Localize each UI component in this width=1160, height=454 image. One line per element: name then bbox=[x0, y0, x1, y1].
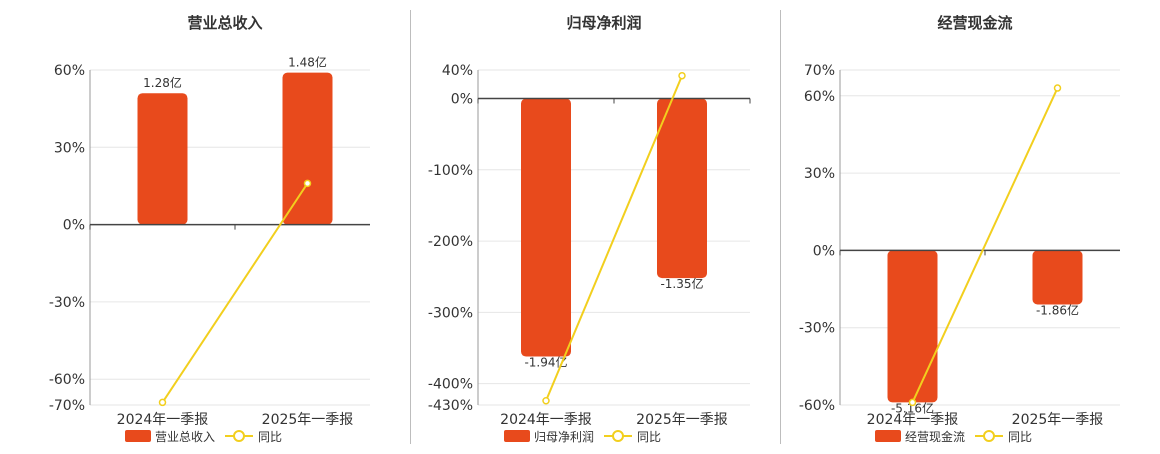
x-tick-label: 2025年一季报 bbox=[1012, 412, 1104, 428]
yoy-line bbox=[911, 87, 1059, 403]
legend-swatch-bar bbox=[875, 430, 901, 442]
chart-svg: 营业总收入 60% 30% 0% -30% -60% -70% 1.28亿 1.48亿 2024年… bbox=[49, 14, 381, 444]
legend-label: 经营现金流 bbox=[905, 429, 965, 444]
y-tick-label: -60% bbox=[49, 372, 85, 388]
x-tick-label: 2024年一季报 bbox=[867, 412, 959, 428]
y-tick-label: 60% bbox=[54, 63, 85, 79]
bar-value-label: -1.94亿 bbox=[524, 355, 567, 370]
y-tick-label: -60% bbox=[799, 398, 835, 414]
yoy-point bbox=[1053, 84, 1062, 92]
y-tick-label: 30% bbox=[54, 140, 85, 156]
chart-title: 营业总收入 bbox=[187, 14, 262, 32]
bar-value-label: -1.86亿 bbox=[1036, 303, 1079, 318]
yoy-point bbox=[158, 398, 167, 407]
chart-panel-cash-flow: 经营现金流 70% 60% 30% 0% -30% -60% -5.16亿 -1.86亿 2024… bbox=[750, 0, 1131, 450]
y-tick-label: -400% bbox=[428, 377, 473, 393]
legend-label: 营业总收入 bbox=[155, 430, 215, 444]
y-tick-label: 0% bbox=[451, 92, 473, 108]
x-tick-label: 2024年一季报 bbox=[117, 412, 209, 428]
x-tick-label: 2025年一季报 bbox=[262, 412, 354, 428]
legend-label: 同比 bbox=[637, 430, 661, 444]
yoy-point bbox=[542, 396, 550, 405]
chart-panel-revenue: 营业总收入 60% 30% 0% -30% -60% -70% 1.28亿 1.48亿 2024年… bbox=[0, 0, 381, 450]
y-tick-label: 30% bbox=[804, 166, 835, 182]
chart-title: 经营现金流 bbox=[937, 14, 1012, 32]
y-tick-label: -30% bbox=[799, 321, 835, 337]
bar-value-label: 1.48亿 bbox=[288, 55, 327, 70]
panel-divider bbox=[780, 10, 781, 444]
y-tick-label: -70% bbox=[49, 398, 85, 414]
y-tick-label: -200% bbox=[428, 234, 473, 250]
y-tick-label: 0% bbox=[813, 243, 835, 259]
y-tick-label: -430% bbox=[428, 398, 473, 414]
legend-swatch-point bbox=[233, 430, 245, 442]
legend-label: 同比 bbox=[258, 430, 282, 444]
legend-swatch-bar bbox=[125, 430, 151, 442]
bar bbox=[657, 98, 707, 279]
yoy-point bbox=[678, 71, 686, 80]
yoy-point bbox=[908, 398, 917, 407]
yoy-line bbox=[545, 75, 683, 402]
bar bbox=[887, 250, 938, 403]
y-tick-label: 60% bbox=[804, 89, 835, 105]
legend-label: 归母净利润 bbox=[534, 430, 594, 444]
legend-swatch-point bbox=[983, 430, 995, 442]
chart-svg: 经营现金流 70% 60% 30% 0% -30% -60% -5.16亿 -1.86亿 2024… bbox=[799, 14, 1131, 444]
legend-label: 同比 bbox=[1008, 430, 1032, 444]
y-tick-label: 70% bbox=[804, 63, 835, 79]
bar-value-label: -5.16亿 bbox=[891, 400, 934, 415]
chart-title: 归母净利润 bbox=[566, 14, 641, 32]
y-tick-label: -100% bbox=[428, 163, 473, 179]
panel-divider bbox=[410, 10, 411, 444]
bar-value-label: -1.35亿 bbox=[660, 276, 703, 291]
legend-swatch-point bbox=[612, 430, 624, 442]
chart-panel-net-profit: 归母净利润 40% 0% -100% -200% -300% -400% -430% -1.94… bbox=[385, 0, 755, 450]
bar bbox=[1032, 250, 1083, 305]
y-tick-label: 40% bbox=[442, 63, 473, 79]
y-tick-label: -30% bbox=[49, 295, 85, 311]
yoy-line bbox=[161, 182, 309, 403]
legend-swatch-bar bbox=[504, 430, 530, 442]
y-tick-label: -300% bbox=[428, 305, 473, 321]
bar bbox=[137, 93, 188, 225]
chart-svg: 归母净利润 40% 0% -100% -200% -300% -400% -430% -1.94… bbox=[428, 14, 751, 444]
x-tick-label: 2024年一季报 bbox=[500, 412, 592, 428]
x-tick-label: 2025年一季报 bbox=[636, 412, 728, 428]
bar bbox=[282, 72, 333, 225]
y-tick-label: 0% bbox=[63, 218, 85, 234]
yoy-point bbox=[303, 179, 312, 188]
bar bbox=[521, 98, 571, 357]
bar-value-label: 1.28亿 bbox=[143, 75, 182, 90]
